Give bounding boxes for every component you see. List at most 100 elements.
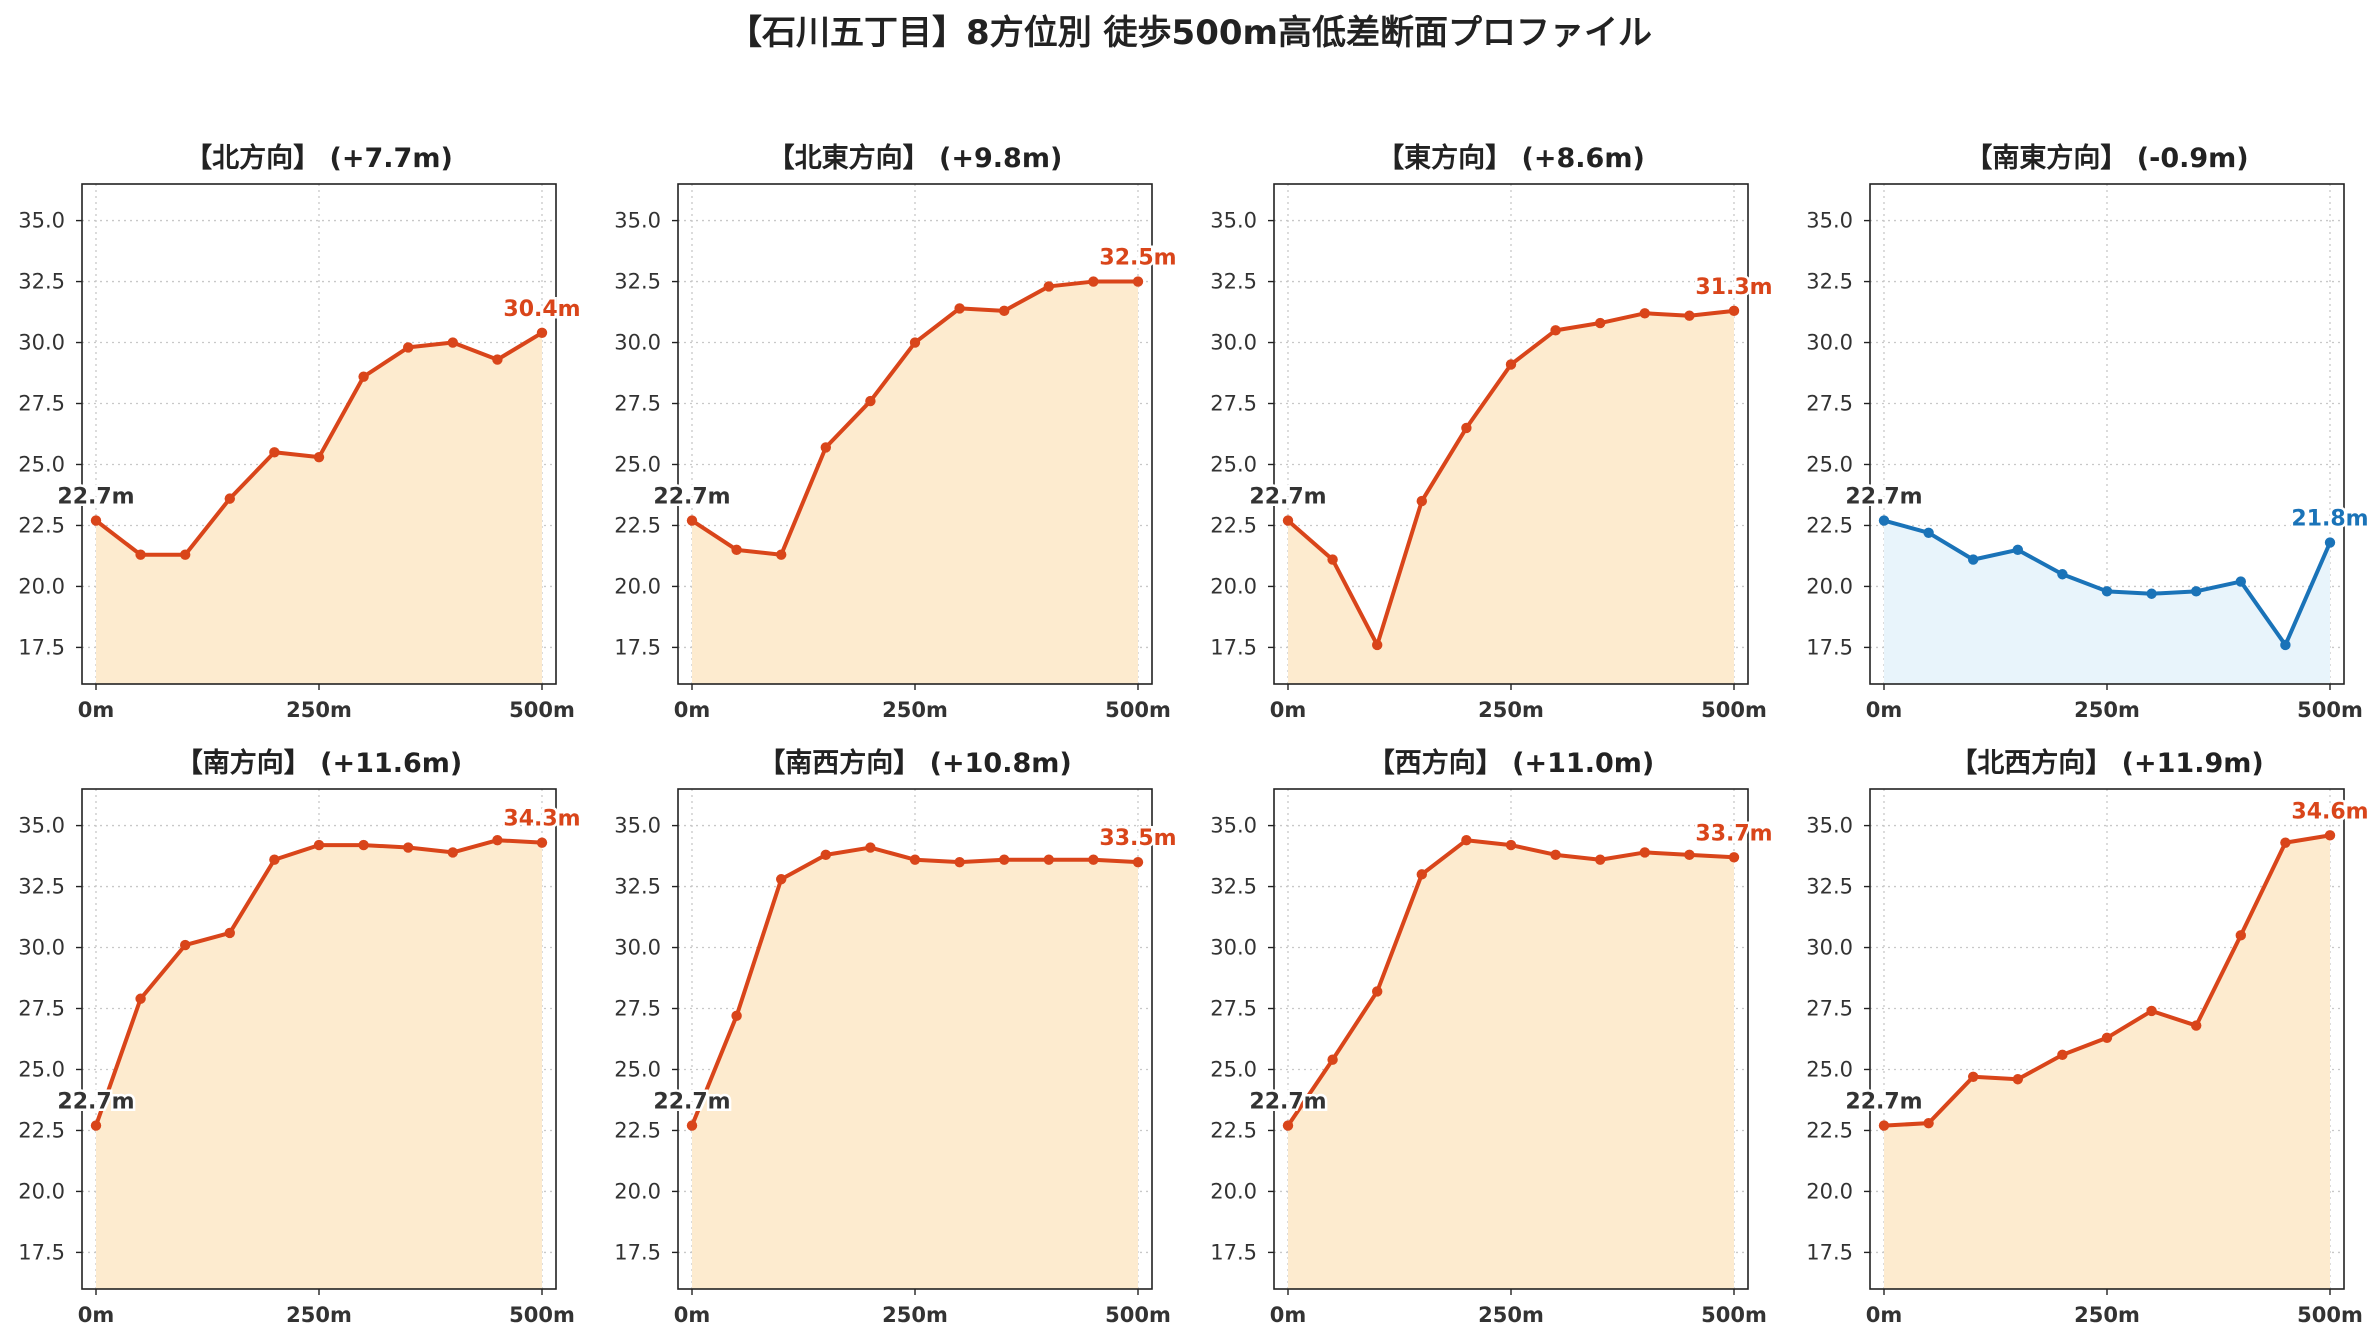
- panel-title: 【北東方向】 (+9.8m): [768, 142, 1063, 174]
- data-point: [954, 303, 965, 314]
- data-point: [224, 927, 235, 939]
- panel-6: 【西方向】 (+11.0m) 17.5 20.0 22.5 25.0 27.5 30.0 32…: [1210, 747, 1775, 1327]
- data-point: [865, 842, 876, 853]
- panel-3: 【南東方向】 (-0.9m) 17.5 20.0 22.5 25.0 27.5 30.0 32…: [1806, 142, 2371, 722]
- y-tick-label: 25.0: [1210, 452, 1257, 476]
- y-tick-label: 35.0: [614, 209, 661, 233]
- panel-7: 【北西方向】 (+11.9m) 17.5 20.0 22.5 25.0 27.5 30.0 3…: [1806, 747, 2371, 1327]
- y-tick-label: 27.5: [614, 392, 661, 416]
- y-tick-label: 35.0: [18, 209, 65, 233]
- data-point: [2324, 830, 2336, 841]
- y-tick-label: 30.0: [18, 936, 65, 960]
- data-point: [776, 874, 787, 885]
- data-point: [731, 1010, 742, 1022]
- y-tick-label: 17.5: [18, 1240, 65, 1264]
- y-tick-label: 35.0: [1806, 814, 1853, 838]
- data-point: [1923, 1117, 1934, 1129]
- y-tick-label: 22.5: [1210, 513, 1257, 537]
- data-point: [686, 1120, 698, 1131]
- x-tick-label: 0m: [1866, 698, 1903, 722]
- data-point: [1684, 310, 1695, 321]
- data-point: [492, 354, 503, 365]
- panel-title: 【東方向】 (+8.6m): [1377, 142, 1645, 174]
- data-point: [403, 342, 414, 353]
- data-point: [865, 395, 876, 407]
- y-tick-label: 25.0: [18, 452, 65, 476]
- area-fill: [1288, 840, 1734, 1289]
- panel-1: 【北東方向】 (+9.8m) 17.5 20.0 22.5 25.0 27.5 30.0 32…: [614, 142, 1179, 722]
- x-tick-label: 250m: [2074, 1303, 2140, 1327]
- area-fill: [96, 332, 542, 684]
- x-tick-label: 500m: [509, 698, 575, 722]
- data-point: [2057, 569, 2068, 580]
- data-point: [90, 515, 102, 526]
- data-point: [820, 442, 831, 453]
- data-point: [447, 337, 458, 348]
- x-tick-label: 0m: [674, 1303, 711, 1327]
- data-point: [269, 854, 280, 865]
- data-point: [1282, 515, 1294, 526]
- panel-title: 【北西方向】 (+11.9m): [1950, 747, 2263, 779]
- y-tick-label: 22.5: [614, 1118, 661, 1142]
- end-elevation-label: 34.3m: [503, 807, 580, 832]
- x-tick-label: 0m: [78, 1303, 115, 1327]
- area-fill: [692, 847, 1138, 1289]
- start-elevation-label: 22.7m: [653, 485, 730, 510]
- data-point: [1327, 1054, 1338, 1065]
- panels-container: 【北方向】 (+7.7m) 17.5 20.0 22.5 25.0 27.5 30.0 32.…: [18, 142, 2371, 1327]
- data-point: [909, 854, 921, 865]
- data-point: [536, 837, 548, 848]
- y-tick-label: 25.0: [1210, 1057, 1257, 1081]
- end-elevation-label: 33.5m: [1099, 826, 1176, 851]
- x-tick-label: 500m: [1701, 1303, 1767, 1327]
- data-point: [2101, 586, 2113, 597]
- x-tick-label: 0m: [674, 698, 711, 722]
- data-point: [1968, 1071, 1979, 1083]
- end-elevation-label: 31.3m: [1695, 275, 1772, 300]
- data-point: [1923, 527, 1934, 538]
- y-tick-label: 32.5: [1210, 875, 1257, 899]
- data-point: [2235, 930, 2246, 941]
- x-tick-label: 500m: [1105, 1303, 1171, 1327]
- data-point: [1088, 276, 1099, 287]
- data-point: [1728, 852, 1740, 863]
- end-elevation-label: 30.4m: [503, 297, 580, 322]
- y-tick-label: 20.0: [1210, 1179, 1257, 1203]
- data-point: [2057, 1049, 2068, 1061]
- y-tick-label: 17.5: [1210, 635, 1257, 659]
- y-tick-label: 20.0: [614, 1179, 661, 1203]
- x-tick-label: 500m: [2297, 1303, 2363, 1327]
- data-point: [180, 939, 191, 951]
- data-point: [2146, 588, 2157, 599]
- y-tick-label: 17.5: [1806, 635, 1853, 659]
- data-point: [1595, 854, 1606, 865]
- panel-title: 【南方向】 (+11.6m): [176, 747, 462, 779]
- y-tick-label: 30.0: [1210, 331, 1257, 355]
- data-point: [1416, 869, 1428, 880]
- y-tick-label: 32.5: [614, 270, 661, 294]
- area-fill: [692, 281, 1138, 684]
- x-tick-label: 250m: [286, 1303, 352, 1327]
- y-tick-label: 30.0: [614, 936, 661, 960]
- data-point: [954, 856, 965, 868]
- y-tick-label: 17.5: [614, 635, 661, 659]
- y-tick-label: 20.0: [1210, 574, 1257, 598]
- y-tick-label: 35.0: [1210, 814, 1257, 838]
- data-point: [1595, 317, 1606, 329]
- data-point: [1132, 276, 1144, 287]
- y-tick-label: 25.0: [614, 452, 661, 476]
- y-tick-label: 20.0: [1806, 1179, 1853, 1203]
- x-tick-label: 250m: [882, 698, 948, 722]
- x-tick-label: 250m: [2074, 698, 2140, 722]
- y-tick-label: 27.5: [614, 997, 661, 1021]
- x-tick-label: 250m: [882, 1303, 948, 1327]
- panel-title: 【西方向】 (+11.0m): [1368, 747, 1654, 779]
- area-fill: [1288, 310, 1734, 684]
- area-fill: [96, 840, 542, 1289]
- y-tick-label: 20.0: [614, 574, 661, 598]
- start-elevation-label: 22.7m: [1249, 485, 1326, 510]
- data-point: [1684, 849, 1695, 861]
- data-point: [1550, 849, 1561, 861]
- y-tick-label: 27.5: [1210, 392, 1257, 416]
